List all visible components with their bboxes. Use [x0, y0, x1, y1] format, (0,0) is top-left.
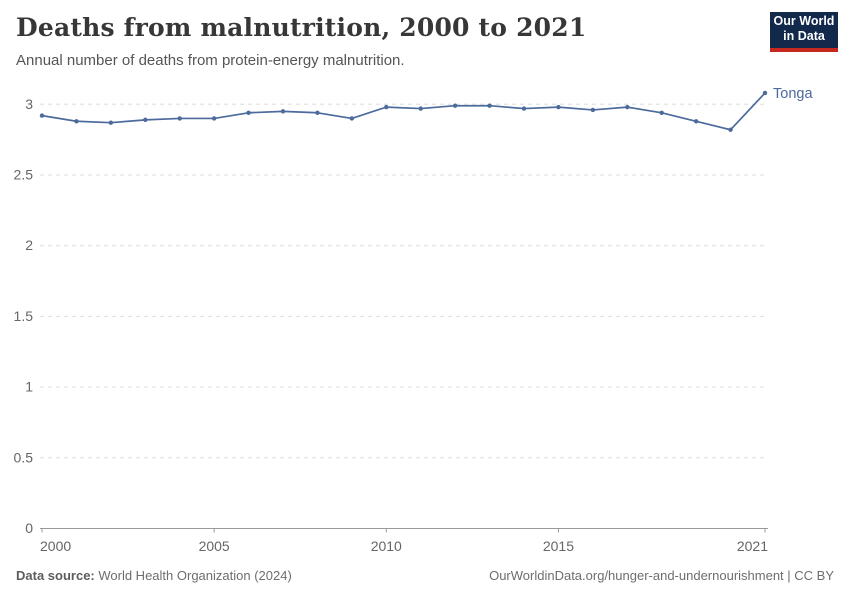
- data-point-tonga-2001[interactable]: [74, 119, 79, 124]
- y-axis-label-1.5: 1.5: [14, 308, 34, 324]
- owid-logo[interactable]: Our World in Data: [770, 12, 838, 52]
- series-line-tonga[interactable]: [41, 92, 766, 131]
- data-point-tonga-2004[interactable]: [177, 116, 182, 121]
- data-point-tonga-2020[interactable]: [728, 127, 733, 132]
- attribution-link[interactable]: OurWorldinData.org/hunger-and-undernouri…: [489, 568, 834, 583]
- data-point-tonga-2007[interactable]: [280, 109, 286, 114]
- x-axis-label-2005: 2005: [199, 538, 230, 554]
- data-point-tonga-2014[interactable]: [521, 106, 527, 111]
- data-point-tonga-2005[interactable]: [211, 116, 217, 121]
- data-point-tonga-2009[interactable]: [349, 116, 355, 121]
- y-axis-label-2: 2: [25, 237, 33, 253]
- y-axis-label-1: 1: [25, 379, 33, 395]
- owid-logo-line2: in Data: [783, 29, 825, 43]
- data-point-tonga-2010[interactable]: [384, 104, 389, 110]
- data-point-tonga-2008[interactable]: [315, 110, 320, 115]
- data-point-tonga-2011[interactable]: [418, 106, 423, 111]
- owid-logo-line1: Our World: [773, 14, 835, 28]
- x-axis-label-2010: 2010: [371, 538, 402, 554]
- x-axis-label-2000: 2000: [40, 538, 71, 554]
- data-source-note: Data source: World Health Organization (…: [16, 568, 292, 583]
- x-axis-label-2015: 2015: [543, 538, 574, 554]
- data-point-tonga-2019[interactable]: [693, 119, 699, 124]
- data-point-tonga-2006[interactable]: [246, 110, 251, 115]
- data-point-tonga-2015[interactable]: [556, 104, 561, 110]
- data-point-tonga-2013[interactable]: [487, 103, 492, 108]
- data-point-tonga-2000[interactable]: [39, 113, 45, 118]
- data-point-tonga-2018[interactable]: [659, 110, 664, 115]
- data-point-tonga-2016[interactable]: [590, 107, 596, 113]
- series-end-label-tonga[interactable]: Tonga: [773, 86, 813, 102]
- y-axis-label-2.5: 2.5: [14, 167, 34, 183]
- data-point-tonga-2002[interactable]: [108, 120, 114, 125]
- y-axis-label-0.5: 0.5: [14, 449, 34, 465]
- data-point-tonga-2003[interactable]: [143, 117, 148, 123]
- x-axis-label-2021: 2021: [737, 538, 768, 554]
- chart-footer: Data source: World Health Organization (…: [16, 568, 834, 583]
- data-point-tonga-2021[interactable]: [762, 90, 768, 96]
- chart-subtitle: Annual number of deaths from protein-ene…: [16, 52, 405, 69]
- y-axis-label-0: 0: [25, 520, 33, 536]
- data-point-tonga-2017[interactable]: [625, 104, 630, 110]
- chart-title: Deaths from malnutrition, 2000 to 2021: [16, 13, 587, 42]
- data-source-value: World Health Organization (2024): [94, 568, 292, 583]
- data-source-label: Data source:: [16, 568, 95, 583]
- data-point-tonga-2012[interactable]: [452, 103, 458, 108]
- y-axis-label-3: 3: [25, 96, 33, 112]
